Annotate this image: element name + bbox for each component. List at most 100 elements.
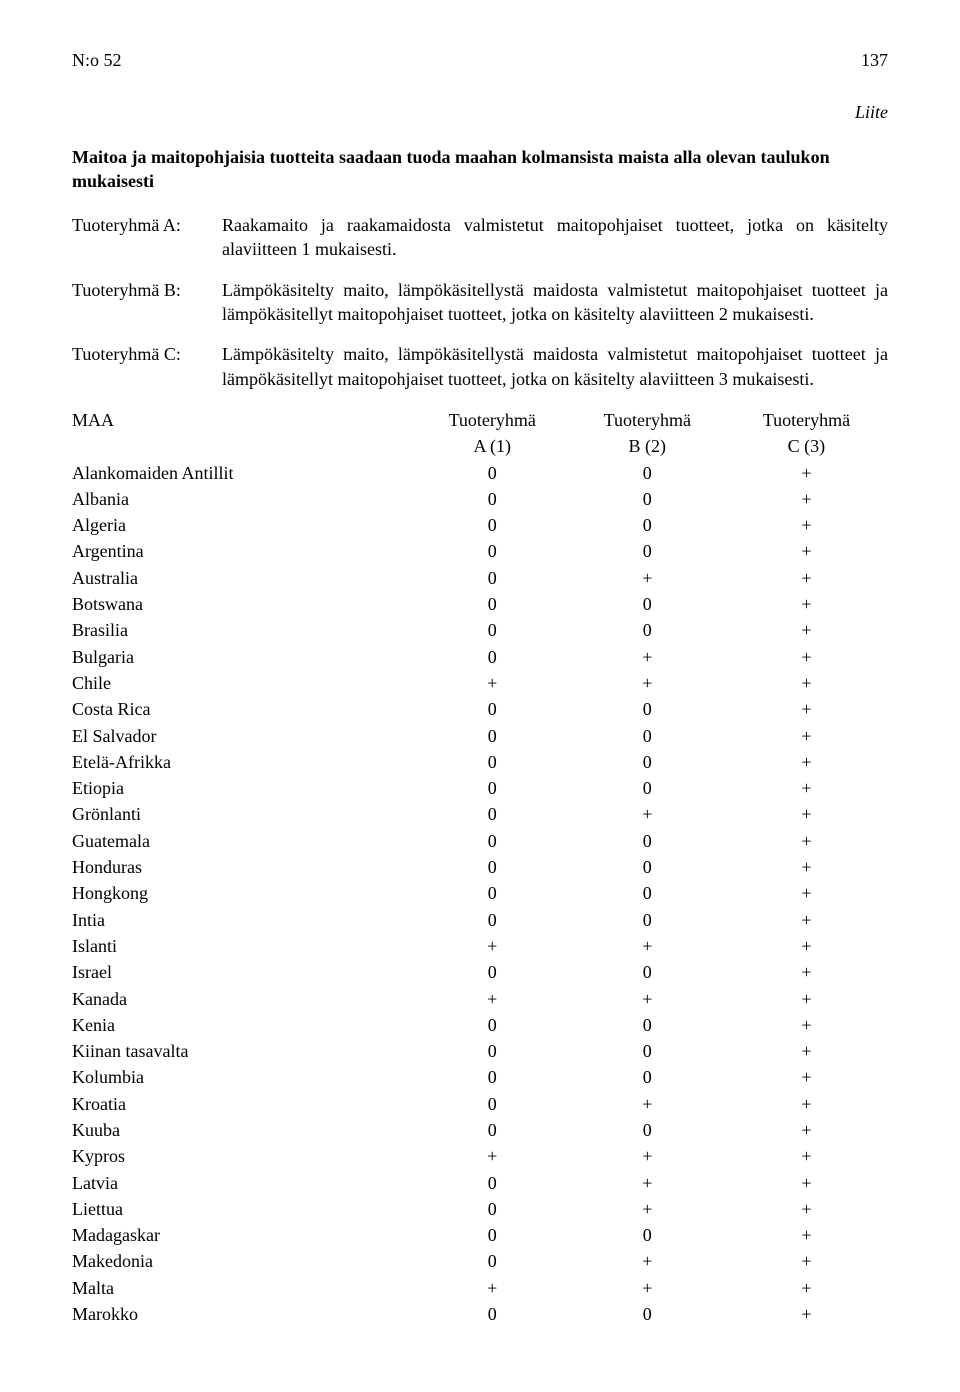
cell-group-c: + <box>725 565 888 591</box>
table-row: Kanada+++ <box>72 986 888 1012</box>
cell-country: Bulgaria <box>72 644 415 670</box>
cell-group-a: 0 <box>415 880 570 906</box>
col-header-a-2: A (1) <box>415 433 570 459</box>
cell-group-c: + <box>725 801 888 827</box>
cell-group-c: + <box>725 723 888 749</box>
table-body: Alankomaiden Antillit00+Albania00+Algeri… <box>72 460 888 1328</box>
cell-group-b: 0 <box>570 591 725 617</box>
cell-group-b: + <box>570 1143 725 1169</box>
table-row: Madagaskar00+ <box>72 1222 888 1248</box>
definition-text: Lämpökäsitelty maito, lämpökäsitellystä … <box>222 342 888 391</box>
cell-group-a: 0 <box>415 723 570 749</box>
cell-group-b: 0 <box>570 1117 725 1143</box>
cell-group-c: + <box>725 986 888 1012</box>
cell-group-a: 0 <box>415 828 570 854</box>
cell-group-a: 0 <box>415 1196 570 1222</box>
table-row: Kroatia0++ <box>72 1091 888 1117</box>
header-left: N:o 52 <box>72 48 122 72</box>
cell-country: Chile <box>72 670 415 696</box>
cell-group-b: + <box>570 933 725 959</box>
table-row: Argentina00+ <box>72 538 888 564</box>
col-header-maa: MAA <box>72 407 415 460</box>
intro-text: Maitoa ja maitopohjaisia tuotteita saada… <box>72 145 888 194</box>
cell-group-c: + <box>725 933 888 959</box>
cell-country: Kypros <box>72 1143 415 1169</box>
cell-country: Albania <box>72 486 415 512</box>
table-row: Liettua0++ <box>72 1196 888 1222</box>
cell-group-a: 0 <box>415 1301 570 1327</box>
cell-group-a: + <box>415 1143 570 1169</box>
cell-group-a: + <box>415 1275 570 1301</box>
cell-group-b: + <box>570 1275 725 1301</box>
cell-country: Islanti <box>72 933 415 959</box>
cell-group-c: + <box>725 538 888 564</box>
cell-group-b: 0 <box>570 1012 725 1038</box>
table-row: Intia00+ <box>72 907 888 933</box>
cell-group-b: 0 <box>570 880 725 906</box>
cell-group-a: 0 <box>415 1038 570 1064</box>
col-header-a-1: Tuoteryhmä <box>415 407 570 433</box>
cell-country: Etelä-Afrikka <box>72 749 415 775</box>
cell-group-b: 0 <box>570 486 725 512</box>
table-row: Honduras00+ <box>72 854 888 880</box>
cell-country: Costa Rica <box>72 696 415 722</box>
cell-group-a: 0 <box>415 617 570 643</box>
cell-group-b: 0 <box>570 749 725 775</box>
cell-group-a: 0 <box>415 801 570 827</box>
table-row: Guatemala00+ <box>72 828 888 854</box>
table-row: Malta+++ <box>72 1275 888 1301</box>
table-row: Israel00+ <box>72 959 888 985</box>
table-row: Brasilia00+ <box>72 617 888 643</box>
cell-group-a: 0 <box>415 907 570 933</box>
definitions: Tuoteryhmä A:Raakamaito ja raakamaidosta… <box>72 213 888 391</box>
cell-country: Australia <box>72 565 415 591</box>
table-row: Kolumbia00+ <box>72 1064 888 1090</box>
cell-group-a: 0 <box>415 1064 570 1090</box>
table-row: Latvia0++ <box>72 1170 888 1196</box>
cell-group-a: 0 <box>415 1091 570 1117</box>
table-row: Makedonia0++ <box>72 1248 888 1274</box>
cell-group-a: + <box>415 670 570 696</box>
cell-country: Israel <box>72 959 415 985</box>
table-row: Albania00+ <box>72 486 888 512</box>
table-row: Marokko00+ <box>72 1301 888 1327</box>
cell-group-c: + <box>725 1222 888 1248</box>
cell-country: Guatemala <box>72 828 415 854</box>
cell-group-b: 0 <box>570 460 725 486</box>
cell-group-b: 0 <box>570 854 725 880</box>
cell-group-b: + <box>570 644 725 670</box>
cell-group-b: 0 <box>570 538 725 564</box>
cell-group-c: + <box>725 1038 888 1064</box>
cell-group-c: + <box>725 696 888 722</box>
table-row: Australia0++ <box>72 565 888 591</box>
cell-country: Kolumbia <box>72 1064 415 1090</box>
col-header-c-1: Tuoteryhmä <box>725 407 888 433</box>
cell-group-b: + <box>570 670 725 696</box>
cell-group-c: + <box>725 854 888 880</box>
cell-country: Hongkong <box>72 880 415 906</box>
cell-group-b: + <box>570 986 725 1012</box>
cell-group-a: 0 <box>415 854 570 880</box>
cell-country: Kuuba <box>72 1117 415 1143</box>
cell-group-c: + <box>725 1091 888 1117</box>
cell-group-a: 0 <box>415 460 570 486</box>
cell-group-b: 0 <box>570 696 725 722</box>
cell-group-c: + <box>725 591 888 617</box>
cell-group-a: 0 <box>415 486 570 512</box>
cell-group-a: + <box>415 986 570 1012</box>
table-row: Kenia00+ <box>72 1012 888 1038</box>
cell-group-a: 0 <box>415 749 570 775</box>
cell-group-b: 0 <box>570 512 725 538</box>
cell-country: Kiinan tasavalta <box>72 1038 415 1064</box>
cell-group-b: 0 <box>570 1038 725 1064</box>
table-row: Alankomaiden Antillit00+ <box>72 460 888 486</box>
table-row: Etelä-Afrikka00+ <box>72 749 888 775</box>
cell-group-a: 0 <box>415 512 570 538</box>
cell-country: Honduras <box>72 854 415 880</box>
cell-group-c: + <box>725 907 888 933</box>
cell-group-c: + <box>725 644 888 670</box>
cell-group-c: + <box>725 460 888 486</box>
cell-group-c: + <box>725 670 888 696</box>
cell-group-b: 0 <box>570 959 725 985</box>
cell-country: Kanada <box>72 986 415 1012</box>
